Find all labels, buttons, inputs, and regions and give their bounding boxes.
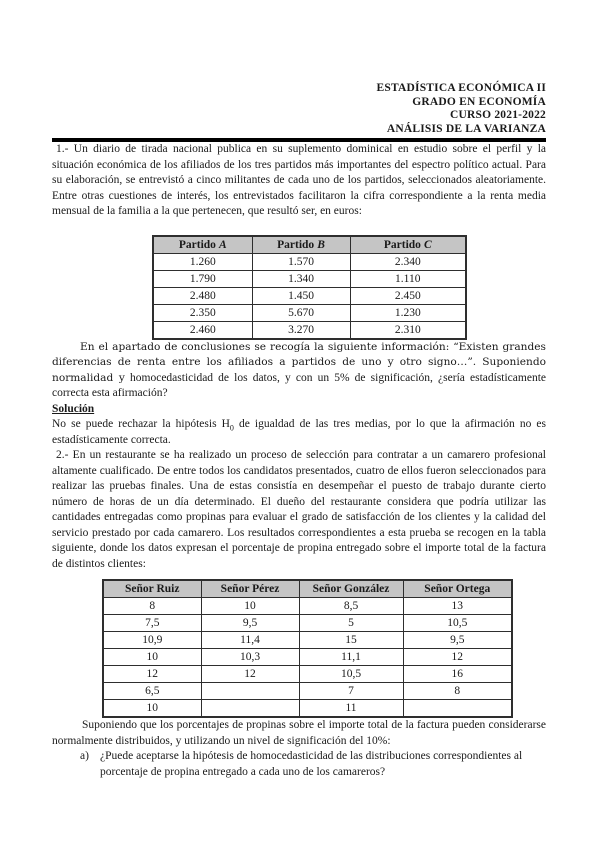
question-alt-font-segment: En el apartado de conclusiones se recogí… [52,340,546,384]
table-cell [402,699,513,718]
problem-1-statement: 1.- Un diario de tirada nacional publica… [52,143,546,217]
table-cell: 10,9 [102,631,202,649]
table-cell: 1.570 [251,252,351,271]
table-cell: 2.480 [152,286,253,305]
question-rest-segment: homocedasticidad de los datos, y con un … [52,371,546,400]
table-row: 8 10 8,5 13 [102,597,513,615]
table-cell: 8 [102,597,202,615]
table-cell: 2.460 [152,320,253,339]
table-row: 2.350 5.670 1.230 [152,303,467,322]
solution-text-after: de igualdad de las tres medias, por lo q… [52,418,546,446]
table-cell: 12 [200,665,300,683]
question-item-a: a) ¿Puede aceptarse la hipótesis de homo… [80,749,530,780]
propinas-table: Señor Ruiz Señor Pérez Señor González Se… [102,579,513,718]
table-row: 10 11 [102,699,513,718]
header-line-course: CURSO 2021-2022 [450,109,546,121]
table-cell: 3.270 [251,320,351,339]
table-row: 6,5 7 8 [102,682,513,700]
table-row: 10,9 11,4 15 9,5 [102,631,513,649]
propinas-table-header-ruiz: Señor Ruiz [102,579,202,598]
table-cell: 10,5 [298,665,404,683]
renta-table-header-c: Partido C [349,235,467,254]
table-row: 2.460 3.270 2.310 [152,320,467,339]
problem-2-question-intro: Suponiendo que los porcentajes de propin… [52,719,546,747]
propinas-table-header-gonzalez: Señor González [298,579,404,598]
table-cell: 2.310 [349,320,467,339]
table-cell: 1.230 [349,303,467,322]
table-cell: 1.260 [152,252,253,271]
solution-text-before: No se puede rechazar la hipótesis H [52,418,230,430]
table-cell: 9,5 [402,631,513,649]
table-cell: 8,5 [298,597,404,615]
header-letter: B [317,238,325,251]
header-line-topic: ANÁLISIS DE LA VARIANZA [386,122,546,135]
item-a-label: a) [80,750,89,762]
table-cell: 1.450 [251,286,351,305]
solution-heading: Solución [52,402,546,418]
document-header: ESTADÍSTICA ECONÓMICA II GRADO EN ECONOM… [52,82,546,136]
table-row: 1.790 1.340 1.110 [152,269,467,288]
table-cell: 7 [298,682,404,700]
solution-text: No se puede rechazar la hipótesis H0 de … [52,417,546,448]
table-cell: 15 [298,631,404,649]
table-cell: 7,5 [102,614,202,632]
renta-table-header-b: Partido B [251,235,351,254]
table-row: 1.260 1.570 2.340 [152,252,467,271]
table-row: 2.480 1.450 2.450 [152,286,467,305]
problem-1-question: En el apartado de conclusiones se recogí… [52,340,546,402]
table-cell: 10,3 [200,648,300,666]
header-prefix: Partido [383,238,421,251]
header-prefix: Partido [277,238,315,251]
table-cell: 16 [402,665,513,683]
table-cell: 5 [298,614,404,632]
propinas-table-header-ortega: Señor Ortega [402,579,513,598]
problem-2-statement: 2.- En un restaurante se ha realizado un… [52,449,546,570]
table-row: 7,5 9,5 5 10,5 [102,614,513,632]
table-cell: 2.450 [349,286,467,305]
item-a-text: ¿Puede aceptarse la hipótesis de homoced… [100,750,523,778]
table-cell [200,699,300,718]
table-cell: 12 [402,648,513,666]
header-prefix: Partido [178,238,216,251]
table-cell: 10 [200,597,300,615]
table-cell: 10,5 [402,614,513,632]
table-cell: 2.350 [152,303,253,322]
propinas-table-header-perez: Señor Pérez [200,579,300,598]
table-cell: 1.340 [251,269,351,288]
solution-heading-label: Solución [52,402,95,415]
header-rule [52,138,546,142]
table-cell: 10 [102,648,202,666]
header-line-degree: GRADO EN ECONOMÍA [412,95,546,108]
table-row: 10 10,3 11,1 12 [102,648,513,666]
header-line-subject: ESTADÍSTICA ECONÓMICA II [376,82,546,94]
header-letter: A [218,238,227,251]
h0-subscript: 0 [229,423,234,433]
table-cell: 11,4 [200,631,300,649]
table-cell: 1.790 [152,269,253,288]
table-cell: 2.340 [349,252,467,271]
table-cell: 5.670 [251,303,351,322]
table-cell [200,682,300,700]
table-cell: 13 [402,597,513,615]
table-cell: 10 [102,699,202,718]
table-cell: 8 [402,682,513,700]
table-cell: 1.110 [349,269,467,288]
table-cell: 11,1 [298,648,404,666]
renta-table: Partido A Partido B Partido C 1.260 1.570 2… [152,234,467,340]
renta-table-header-a: Partido A [152,235,253,254]
propinas-table-header-row: Señor Ruiz Señor Pérez Señor González Se… [102,579,513,598]
renta-table-header-row: Partido A Partido B Partido C [152,235,467,254]
table-row: 12 12 10,5 16 [102,665,513,683]
table-cell: 11 [298,699,404,718]
table-cell: 12 [102,665,202,683]
table-cell: 9,5 [200,614,300,632]
table-cell: 6,5 [102,682,202,700]
header-letter: C [423,238,432,251]
